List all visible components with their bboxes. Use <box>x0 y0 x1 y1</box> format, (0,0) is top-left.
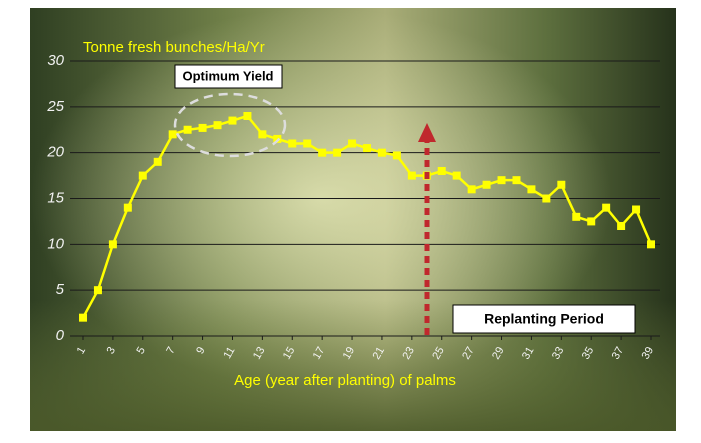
x-tick-label: 17 <box>311 345 328 362</box>
arrow-head <box>418 123 436 142</box>
data-point <box>108 240 117 249</box>
data-point <box>168 130 177 139</box>
x-tick-label: 21 <box>371 345 388 362</box>
annotation: Optimum Yield <box>182 68 273 83</box>
data-point <box>93 286 102 295</box>
data-point <box>138 171 147 180</box>
y-tick-label: 20 <box>46 144 64 161</box>
highlight-ellipse <box>173 92 287 158</box>
x-tick-label: 19 <box>341 345 358 362</box>
annotation: Replanting Period <box>484 311 604 327</box>
x-tick-label: 33 <box>550 345 567 362</box>
data-point <box>632 205 641 214</box>
data-point <box>542 194 551 203</box>
data-point <box>348 139 357 148</box>
y-axis-title: Tonne fresh bunches/Ha/Yr <box>83 39 265 56</box>
data-point <box>243 112 252 120</box>
data-point <box>363 144 371 153</box>
data-point <box>587 217 596 226</box>
x-tick-label: 29 <box>490 345 507 362</box>
x-tick-label: 3 <box>105 345 118 356</box>
data-point <box>228 116 237 125</box>
y-tick-label: 0 <box>56 327 65 344</box>
data-point <box>527 185 536 194</box>
data-point <box>303 139 312 148</box>
data-point <box>198 123 207 132</box>
x-tick-label: 23 <box>400 345 417 362</box>
data-point <box>497 176 506 185</box>
data-point <box>617 222 626 230</box>
x-tick-label: 35 <box>580 345 597 362</box>
data-point <box>407 171 416 180</box>
x-tick-label: 25 <box>430 345 447 362</box>
x-tick-label: 1 <box>75 345 88 356</box>
x-tick-label: 15 <box>281 345 298 362</box>
annotation-box <box>452 304 636 334</box>
x-tick-label: 11 <box>221 345 237 361</box>
data-point <box>452 171 461 180</box>
x-tick-label: 7 <box>164 345 177 356</box>
data-point <box>482 180 491 189</box>
y-tick-label: 25 <box>46 98 64 115</box>
data-point <box>79 313 87 322</box>
data-point <box>602 203 611 212</box>
x-tick-label: 39 <box>640 345 657 362</box>
y-tick-label: 30 <box>47 52 64 69</box>
x-tick-label: 5 <box>134 345 147 356</box>
x-tick-label: 37 <box>610 345 627 362</box>
data-point <box>437 167 446 175</box>
y-tick-label: 10 <box>47 235 64 252</box>
data-point <box>153 157 162 166</box>
x-tick-label: 27 <box>460 345 477 362</box>
annotation-box <box>174 64 283 89</box>
data-point <box>392 151 401 160</box>
data-point <box>288 139 297 148</box>
data-point <box>183 125 192 134</box>
y-tick-label: 15 <box>47 189 64 206</box>
data-point <box>512 176 521 185</box>
x-tick-label: 9 <box>194 345 207 356</box>
x-axis-title: Age (year after planting) of palms <box>234 372 456 389</box>
data-point <box>647 240 655 249</box>
data-point <box>333 148 342 157</box>
x-tick-label: 31 <box>520 345 537 362</box>
data-point <box>572 212 581 221</box>
data-point <box>273 134 282 143</box>
y-tick-label: 5 <box>56 281 65 298</box>
data-point <box>377 148 386 157</box>
data-point <box>123 203 132 212</box>
data-point <box>318 148 327 157</box>
data-point <box>557 180 566 189</box>
data-point <box>258 130 267 139</box>
data-point <box>213 121 222 130</box>
data-point <box>467 185 476 194</box>
x-tick-label: 13 <box>251 345 268 362</box>
